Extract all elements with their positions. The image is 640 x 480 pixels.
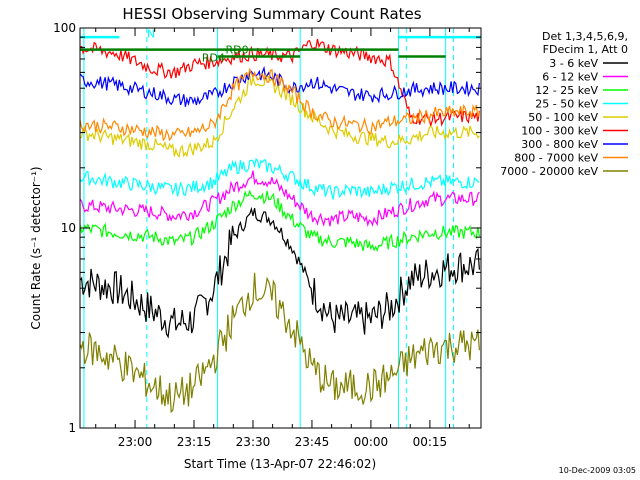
series-line-2 bbox=[79, 189, 480, 252]
legend-label-6: 300 - 800 keV bbox=[521, 138, 598, 151]
y-tick-label-0: 1 bbox=[68, 421, 76, 435]
legend-label-0: 3 - 6 keV bbox=[549, 57, 598, 70]
legend-label-3: 25 - 50 keV bbox=[535, 98, 598, 111]
mode-label-rd4: RD4 bbox=[202, 52, 225, 65]
legend: Det 1,3,4,5,6,9, FDecim 1, Att 0 3 - 6 k… bbox=[500, 30, 628, 178]
x-axis: 23:00 23:15 23:30 23:45 00:00 00:15 bbox=[95, 28, 470, 449]
x-tick-label-1: 23:15 bbox=[177, 435, 212, 449]
series-line-8 bbox=[79, 272, 480, 414]
chart-title: HESSI Observing Summary Count Rates bbox=[122, 5, 421, 23]
y-tick-label-2: 100 bbox=[53, 21, 76, 35]
series-line-3 bbox=[79, 157, 480, 200]
legend-header-line-2: FDecim 1, Att 0 bbox=[543, 43, 628, 56]
legend-label-5: 100 - 300 keV bbox=[521, 125, 598, 138]
x-axis-label: Start Time (13-Apr-07 22:46:02) bbox=[184, 457, 376, 471]
footer-timestamp: 10-Dec-2009 03:05 bbox=[559, 466, 636, 475]
series-line-0 bbox=[79, 206, 480, 339]
x-tick-label-3: 23:45 bbox=[295, 435, 330, 449]
x-tick-label-0: 23:00 bbox=[118, 435, 153, 449]
x-tick-label-2: 23:30 bbox=[236, 435, 271, 449]
mode-label-rd0: RD0 bbox=[225, 44, 248, 57]
y-axis-label: Count Rate (s⁻¹ detector⁻¹) bbox=[29, 166, 43, 329]
legend-label-4: 50 - 100 keV bbox=[528, 111, 598, 124]
y-tick-label-1: 10 bbox=[61, 221, 76, 235]
series-line-1 bbox=[79, 170, 480, 228]
y-axis: 1 10 100 bbox=[53, 21, 481, 435]
series-line-7 bbox=[79, 67, 480, 142]
legend-label-1: 6 - 12 keV bbox=[542, 71, 598, 84]
x-tick-label-5: 00:15 bbox=[413, 435, 448, 449]
mode-label-n: N bbox=[147, 27, 155, 40]
legend-label-8: 7000 - 20000 keV bbox=[500, 165, 598, 178]
series-line-4 bbox=[79, 74, 480, 158]
legend-label-2: 12 - 25 keV bbox=[535, 84, 598, 97]
x-tick-label-4: 00:00 bbox=[354, 435, 389, 449]
legend-label-7: 800 - 7000 keV bbox=[514, 152, 598, 165]
series-line-6 bbox=[79, 65, 480, 107]
legend-header-line-1: Det 1,3,4,5,6,9, bbox=[542, 30, 628, 43]
